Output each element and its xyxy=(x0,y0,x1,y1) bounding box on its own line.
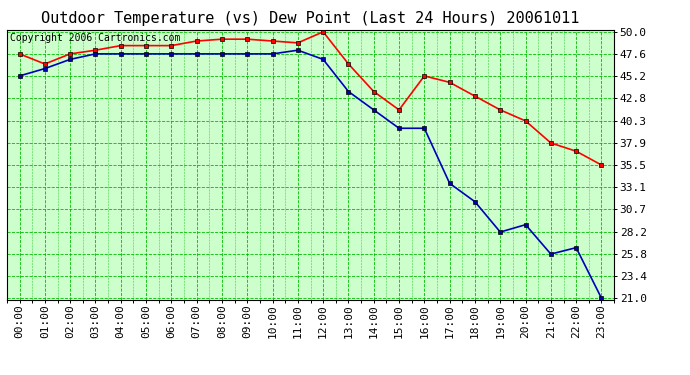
Text: Copyright 2006 Cartronics.com: Copyright 2006 Cartronics.com xyxy=(10,33,180,43)
Text: Outdoor Temperature (vs) Dew Point (Last 24 Hours) 20061011: Outdoor Temperature (vs) Dew Point (Last… xyxy=(41,11,580,26)
